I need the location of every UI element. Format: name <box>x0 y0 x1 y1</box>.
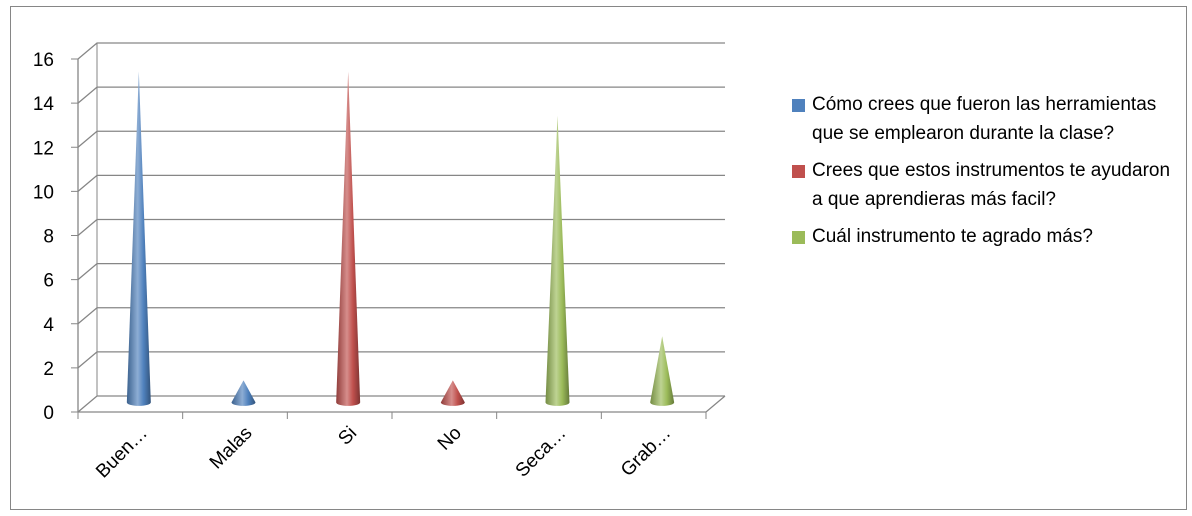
legend-label: Cuál instrumento te agrado más? <box>812 226 1093 247</box>
x-tick-label: Buen… <box>92 423 152 483</box>
y-tick-label: 0 <box>43 403 54 424</box>
gridline <box>77 307 725 325</box>
chart-frame <box>10 6 1187 510</box>
gridline <box>77 130 725 148</box>
x-tick-label: No <box>434 423 466 455</box>
gridlines <box>77 42 725 413</box>
x-tick-label: Grab… <box>617 423 675 481</box>
legend: Cómo crees que fueron las herramientas q… <box>792 90 1182 259</box>
legend-item: Crees que estos instrumentos te ayudaron… <box>792 156 1182 214</box>
y-tick-label: 8 <box>43 227 54 248</box>
gridline <box>77 42 725 60</box>
y-tick-label: 16 <box>33 50 54 71</box>
y-tick-label: 14 <box>33 94 55 115</box>
x-tick-label: Seca… <box>512 423 571 482</box>
gridline <box>77 86 725 104</box>
legend-item: Cómo crees que fueron las herramientas q… <box>792 90 1182 148</box>
gridline <box>77 174 725 192</box>
legend-item: Cuál instrumento te agrado más? <box>792 222 1182 251</box>
gridline <box>77 262 725 281</box>
gridline <box>77 395 725 413</box>
bar-cone <box>650 336 675 406</box>
axes <box>71 43 726 419</box>
gridline <box>77 218 725 236</box>
legend-label: Crees que estos instrumentos te ayudaron… <box>812 160 1171 210</box>
legend-swatch <box>792 99 805 112</box>
legend-swatch <box>792 165 805 178</box>
x-tick-label: Malas <box>206 423 257 474</box>
y-tick-label: 12 <box>33 138 54 159</box>
bar-cone <box>545 115 570 406</box>
bar-cone <box>440 380 465 406</box>
y-tick-label: 4 <box>43 315 54 336</box>
floor-edge <box>78 395 726 413</box>
bar-cone <box>336 71 361 406</box>
legend-swatch <box>792 231 805 244</box>
bars <box>126 71 675 406</box>
legend-label: Cómo crees que fueron las herramientas q… <box>812 94 1157 144</box>
gridline <box>77 351 725 369</box>
x-tick-label: Si <box>334 423 361 450</box>
y-tick-label: 6 <box>43 271 54 292</box>
bar-cone <box>126 71 151 406</box>
bar-cone <box>231 380 256 406</box>
y-tick-label: 10 <box>33 182 54 203</box>
y-tick-label: 2 <box>43 359 54 380</box>
